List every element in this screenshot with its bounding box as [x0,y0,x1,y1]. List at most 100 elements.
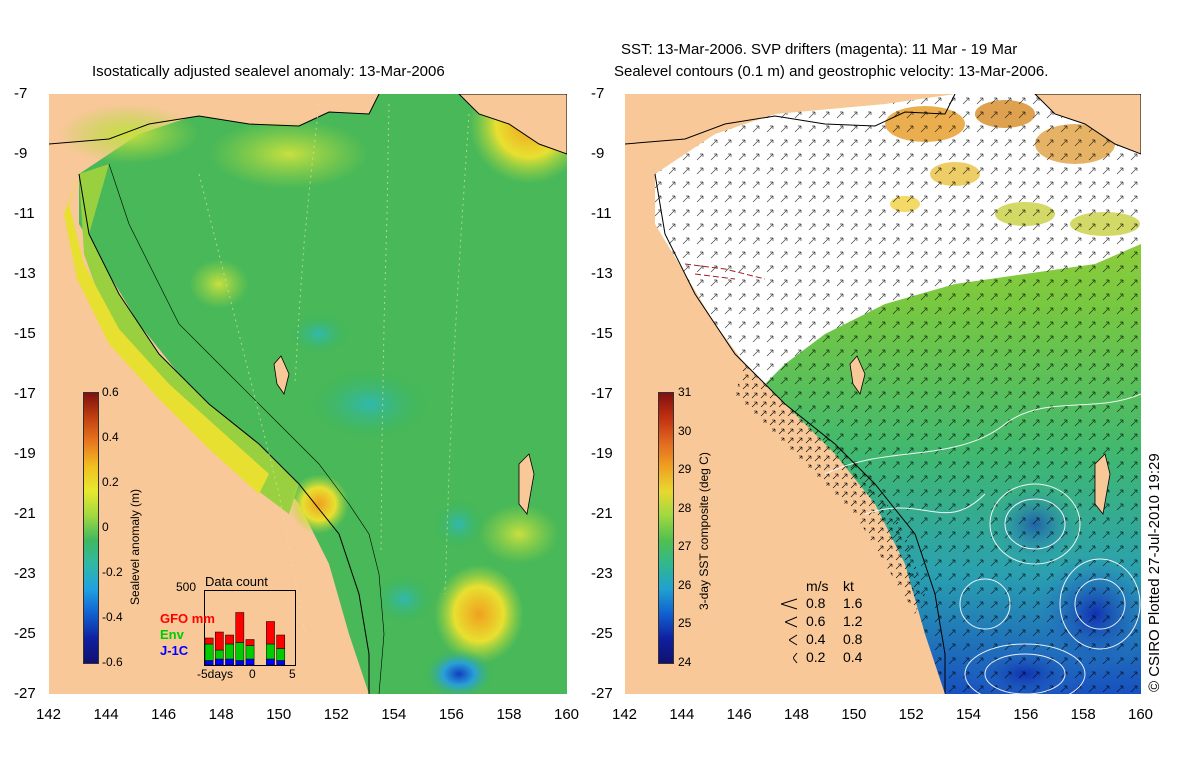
data-count-bar [235,612,245,643]
velocity-legend-kt-header: kt [843,578,854,594]
lat-tick: -19 [14,445,36,462]
left-colorbar [83,392,99,664]
lat-tick: -11 [591,205,612,222]
colorbar-tick: 27 [678,539,692,554]
data-count-bar [266,658,275,666]
velocity-legend-kt: 1.2 [843,613,863,629]
colorbar-tick: 0.2 [102,475,119,489]
colorbar-tick: 0 [102,520,109,534]
right-panel-title-line2: Sealevel contours (0.1 m) and geostrophi… [614,63,1049,80]
lon-tick: 156 [438,706,464,723]
lon-tick: 150 [266,706,292,723]
velocity-legend-ms: 0.4 [806,631,826,647]
lon-tick: 156 [1013,706,1039,723]
right-map [625,94,1141,694]
colorbar-tick: 31 [678,385,692,399]
lon-tick: 160 [554,706,580,723]
data-count-bar [276,634,286,649]
velocity-legend-kt: 0.4 [843,649,863,665]
data-count-legend-item: GFO mm [160,611,215,626]
velocity-legend-kt: 1.6 [843,595,863,611]
lon-tick: 148 [784,706,810,723]
data-count-xlabel: -5days [197,667,234,681]
velocity-arrow-icon [785,616,798,628]
lat-tick: -17 [591,385,613,402]
right-panel-title-line1: SST: 13-Mar-2006. SVP drifters (magenta)… [621,41,1018,58]
lat-tick: -9 [14,145,28,162]
colorbar-tick: 28 [678,500,692,515]
right-colorbar-label: 3-day SST composite (deg C) [697,452,711,610]
velocity-arrow-icon [793,652,798,664]
velocity-arrow-icon [781,598,798,610]
lon-tick: 152 [323,706,349,723]
lat-tick: -25 [591,625,613,642]
colorbar-tick: 0.4 [102,430,119,444]
colorbar-tick: 29 [678,462,692,477]
colorbar-tick: -0.4 [102,610,123,624]
data-count-bar [235,642,245,661]
colorbar-tick: 30 [678,423,692,438]
lon-tick: 148 [208,706,234,723]
lon-tick: 146 [151,706,177,723]
lon-tick: 158 [496,706,522,723]
lat-tick: -13 [591,265,613,282]
colorbar-tick: -0.6 [102,655,123,669]
data-count-legend-item: Env [160,627,184,642]
data-count-bar [204,637,214,645]
lat-tick: -27 [14,685,36,702]
data-count-bar [276,648,286,661]
data-count-bar [225,658,234,666]
colorbar-tick: 25 [678,616,692,631]
lat-tick: -11 [14,205,35,222]
lat-tick: -15 [14,325,36,342]
copyright: © CSIRO Plotted 27-Jul-2010 19:29 [1146,453,1163,692]
lon-tick: 144 [669,706,695,723]
lon-tick: 142 [612,706,638,723]
data-count-bar [266,643,275,660]
lon-tick: 142 [36,706,62,723]
colorbar-tick: 26 [678,577,692,592]
data-count-bar [214,658,224,666]
right-coastline [654,173,946,694]
velocity-legend-ms: 0.2 [806,649,826,665]
data-count-bar [245,639,255,646]
data-count-bar [276,660,286,666]
data-count-xtick-0: 0 [249,667,256,681]
velocity-legend-ms: 0.6 [806,613,826,629]
lat-tick: -17 [14,385,36,402]
data-count-legend-item: J-1C [160,643,189,658]
lat-tick: -21 [14,505,36,522]
data-count-bar [235,660,245,666]
data-count-title: Data count [205,574,268,589]
lon-tick: 154 [381,706,407,723]
lat-tick: -21 [591,505,613,522]
data-count-bar [245,658,255,666]
lat-tick: -7 [14,85,28,102]
colorbar-tick: 0.6 [102,385,119,399]
lon-tick: 146 [726,706,752,723]
lat-tick: -27 [591,685,613,702]
lat-tick: -23 [14,565,36,582]
data-count-chart [204,590,296,666]
data-count-bar [214,649,224,660]
lat-tick: -13 [14,265,36,282]
lat-tick: -19 [591,445,613,462]
lon-tick: 154 [956,706,982,723]
lat-tick: -15 [591,325,613,342]
data-count-xtick-5: 5 [289,667,296,681]
lat-tick: -9 [591,145,605,162]
colorbar-tick: -0.2 [102,565,123,579]
coastline [78,173,370,694]
right-colorbar [658,392,674,664]
lon-tick: 144 [93,706,119,723]
data-count-bar [245,645,255,660]
data-count-frame [204,590,296,666]
lat-tick: -23 [591,565,613,582]
lat-tick: -7 [591,85,605,102]
velocity-legend-ms-header: m/s [806,578,829,594]
data-count-bar [204,643,214,661]
data-count-bar [225,634,234,645]
left-panel-title: Isostatically adjusted sealevel anomaly:… [92,63,445,80]
data-count-bar [214,631,224,651]
velocity-legend-kt: 0.8 [843,631,863,647]
